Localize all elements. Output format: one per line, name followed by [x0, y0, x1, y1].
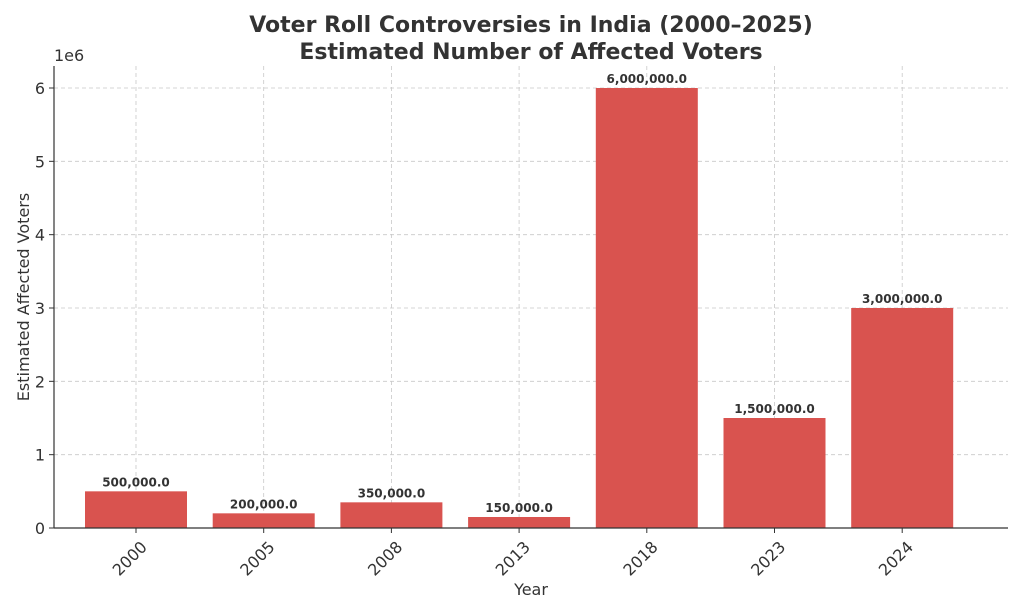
y-tick-label: 1: [35, 446, 45, 465]
y-axis-offset-label: 1e6: [54, 46, 84, 65]
bar-2023: [723, 418, 826, 528]
y-tick-label: 5: [35, 152, 45, 171]
y-tick-label: 0: [35, 519, 45, 538]
data-label-2008: 350,000.0: [358, 486, 426, 500]
x-tick-label-2000: 2000: [109, 537, 151, 579]
bar-2018: [595, 88, 698, 528]
bar-2013: [468, 517, 571, 528]
x-tick-label-2005: 2005: [236, 537, 278, 579]
y-axis-label: Estimated Affected Voters: [14, 193, 33, 401]
data-label-2013: 150,000.0: [485, 501, 553, 515]
x-tick-label-2013: 2013: [492, 537, 534, 579]
y-tick-label: 2: [35, 372, 45, 391]
data-label-2024: 3,000,000.0: [862, 292, 942, 306]
bar-2005: [212, 513, 315, 528]
data-label-2005: 200,000.0: [230, 497, 298, 511]
x-tick-label-2024: 2024: [875, 537, 917, 579]
y-tick-label: 3: [35, 299, 45, 318]
x-tick-label-2008: 2008: [364, 537, 406, 579]
y-axis-ticks: 0 1 2 3 4 5 6: [35, 79, 54, 538]
data-label-2000: 500,000.0: [102, 475, 170, 489]
grid-lines: [54, 66, 1008, 528]
data-label-2018: 6,000,000.0: [607, 72, 687, 86]
x-axis-label: Year: [513, 580, 548, 599]
x-axis-ticks: 2000 2005 2008 2013 2018 2023 2024: [109, 528, 917, 580]
bar-2000: [85, 491, 187, 528]
bar-2024: [851, 308, 954, 528]
x-tick-label-2018: 2018: [619, 537, 661, 579]
data-labels: 500,000.0 200,000.0 350,000.0 150,000.0 6,00…: [102, 72, 942, 515]
chart-title-line1: Voter Roll Controversies in India (2000–…: [249, 13, 813, 38]
chart-title-line2: Estimated Number of Affected Voters: [299, 40, 762, 65]
y-tick-label: 6: [35, 79, 45, 98]
bars: [85, 88, 954, 528]
x-tick-label-2023: 2023: [747, 537, 789, 579]
data-label-2023: 1,500,000.0: [734, 402, 814, 416]
bar-2008: [340, 502, 443, 528]
y-tick-label: 4: [35, 226, 45, 245]
